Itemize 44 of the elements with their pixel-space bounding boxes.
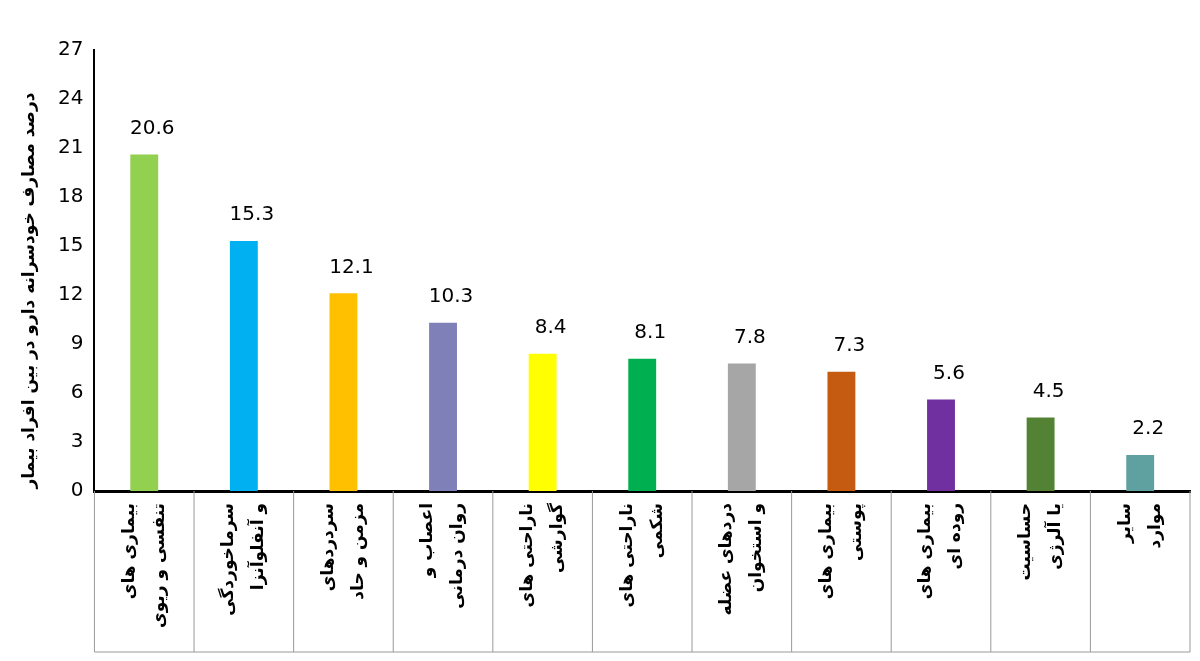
x-tick-label: بیماری های تنفسی و ریوی — [117, 503, 169, 628]
data-label: 8.4 — [534, 314, 567, 338]
bar — [827, 371, 856, 491]
x-tick-label: اعصاب و روان درمانی — [416, 503, 468, 609]
x-tick-label: دردهای عضله و استخوان — [715, 502, 767, 616]
data-label: 2.2 — [1132, 415, 1165, 440]
bar — [727, 363, 756, 491]
data-label: 12.1 — [329, 253, 374, 278]
y-tick-label: 18 — [58, 183, 84, 208]
data-label: 8.1 — [634, 318, 667, 343]
x-tick-label: سردردهای مزمن و حاد — [316, 503, 368, 600]
y-tick-label: 24 — [58, 85, 84, 110]
bar — [927, 399, 955, 491]
x-tick-label: بیماری های روده ای — [914, 503, 966, 600]
y-tick-label: 6 — [70, 379, 84, 404]
bar — [1126, 455, 1155, 491]
bar — [528, 353, 557, 491]
y-tick-label: 9 — [70, 330, 84, 355]
bar — [429, 322, 457, 491]
y-tick-label: 0 — [70, 477, 84, 502]
bar — [1026, 417, 1055, 491]
y-tick-label: 3 — [70, 428, 84, 453]
x-tick-label: حساسیت یا آلرژی — [1014, 503, 1066, 581]
data-label: 7.8 — [733, 323, 766, 348]
data-label: 5.6 — [933, 359, 965, 384]
x-tick-label: سایر موارد — [1113, 503, 1165, 549]
data-label: 15.3 — [229, 201, 275, 226]
y-axis-title: درصد مصارف خودسرانه دارو در بین افراد بیمار — [18, 92, 40, 490]
y-tick-label: 15 — [58, 232, 84, 257]
bar — [229, 241, 258, 491]
x-tick-label: بیماری های پوستی — [814, 503, 866, 600]
x-tick-label: ناراحتی های شکمی — [615, 503, 666, 608]
x-tick-label: سرماخوردگی و آنفلوآنزا — [217, 503, 269, 616]
data-label: 20.6 — [129, 114, 175, 139]
y-tick-label: 12 — [58, 281, 84, 306]
y-tick-label: 27 — [58, 36, 84, 61]
data-label: 10.3 — [428, 282, 474, 307]
bar — [329, 293, 358, 491]
x-tick-label: ناراحتی های گوارشی — [516, 502, 568, 608]
y-tick-label: 21 — [58, 134, 84, 159]
data-label: 4.5 — [1032, 377, 1065, 402]
data-label: 7.3 — [833, 331, 866, 356]
bar — [628, 358, 657, 491]
bar — [130, 154, 159, 491]
